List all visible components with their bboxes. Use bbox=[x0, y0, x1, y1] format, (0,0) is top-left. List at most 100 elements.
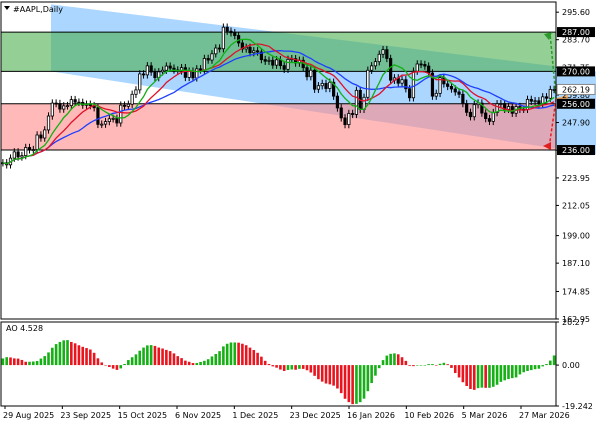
ao-bar bbox=[165, 349, 168, 366]
ao-axis-ticks: 20.27 0.00 -19.242 bbox=[556, 318, 593, 411]
candle-body bbox=[77, 101, 81, 104]
y-tick-label: 174.85 bbox=[562, 287, 590, 296]
ao-bar bbox=[146, 345, 149, 366]
ao-bar bbox=[434, 365, 438, 366]
candle-body bbox=[351, 113, 355, 115]
candle-body bbox=[271, 59, 275, 66]
dropdown-icon[interactable] bbox=[4, 6, 10, 10]
candle-body bbox=[529, 98, 533, 102]
ma-red bbox=[2, 43, 555, 165]
ao-bar bbox=[442, 362, 446, 366]
candle-body bbox=[141, 73, 146, 76]
ao-bar bbox=[5, 357, 9, 366]
candle-body bbox=[195, 68, 199, 79]
ao-bar bbox=[552, 355, 556, 366]
candle-body bbox=[381, 49, 385, 55]
candle-body bbox=[328, 81, 332, 89]
ao-bar bbox=[271, 365, 275, 367]
candle-body bbox=[187, 70, 191, 78]
candle-body bbox=[465, 103, 469, 113]
ao-bar bbox=[16, 358, 20, 366]
x-tick-label: 23 Sep 2025 bbox=[60, 411, 111, 420]
ao-bar bbox=[381, 360, 385, 366]
candle-body bbox=[27, 147, 32, 151]
y-tick-label: 259.80 bbox=[562, 91, 590, 100]
ao-bar bbox=[244, 345, 248, 366]
candle-body bbox=[446, 83, 450, 87]
candle-body bbox=[214, 47, 218, 55]
y-tick-label: 187.10 bbox=[562, 259, 590, 268]
ao-bar bbox=[149, 345, 153, 366]
ao-bar bbox=[13, 358, 16, 366]
candle-body bbox=[430, 72, 435, 97]
candle-body bbox=[168, 65, 172, 69]
ao-bar bbox=[385, 355, 389, 366]
current-price-label: 262.19 bbox=[562, 85, 590, 94]
level-label-box bbox=[557, 66, 595, 77]
candle-body bbox=[130, 93, 134, 105]
candle-body bbox=[335, 95, 340, 109]
candle-body bbox=[487, 118, 492, 122]
ao-bar bbox=[210, 356, 214, 366]
candle-body bbox=[332, 81, 336, 97]
candle-body bbox=[255, 50, 260, 53]
ao-bar bbox=[24, 361, 28, 366]
chart-title: #AAPL,Daily bbox=[13, 5, 63, 14]
candle-body bbox=[313, 69, 317, 90]
ao-bar bbox=[351, 365, 354, 405]
ao-bar bbox=[73, 343, 77, 366]
ao-bar bbox=[374, 365, 377, 376]
ao-bar bbox=[89, 349, 92, 366]
candle-body bbox=[24, 147, 28, 156]
ao-bar bbox=[298, 365, 301, 369]
level-labels: 287.00 270.00 256.00 236.00 262.19 bbox=[556, 27, 596, 156]
ao-bar bbox=[389, 353, 392, 366]
candle-body bbox=[419, 63, 423, 66]
ao-bar bbox=[465, 365, 468, 387]
ao-bar bbox=[256, 352, 259, 366]
candle-body bbox=[138, 73, 142, 91]
candle-body bbox=[217, 47, 222, 50]
ao-bar bbox=[412, 365, 415, 367]
candle-body bbox=[225, 26, 229, 32]
ao-bar bbox=[529, 365, 533, 371]
ao-bar bbox=[286, 365, 290, 370]
ao-bar bbox=[438, 363, 442, 366]
ao-bar bbox=[488, 365, 491, 388]
ao-bar bbox=[469, 365, 472, 390]
x-tick-label: 5 Mar 2026 bbox=[462, 411, 508, 420]
candle-body bbox=[537, 100, 541, 105]
candle-body bbox=[145, 65, 149, 76]
ao-bar bbox=[153, 345, 157, 366]
ao-bar bbox=[176, 356, 180, 366]
ao-bar bbox=[366, 365, 370, 392]
candle-body bbox=[191, 70, 195, 79]
candle-body bbox=[404, 79, 408, 90]
ao-bar bbox=[450, 365, 453, 368]
ao-bar bbox=[9, 357, 12, 366]
candle-body bbox=[221, 26, 225, 50]
candle-body bbox=[107, 118, 111, 122]
ao-bar bbox=[522, 365, 525, 373]
candle-body bbox=[484, 112, 488, 119]
candle-body bbox=[370, 65, 374, 71]
ao-bar bbox=[96, 358, 100, 366]
ao-bar bbox=[480, 365, 484, 388]
ao-tick-label: 20.27 bbox=[562, 318, 585, 327]
ao-bar bbox=[206, 359, 210, 366]
current-price-box bbox=[556, 83, 596, 95]
ao-tick-label: -19.242 bbox=[562, 402, 593, 411]
ao-bar bbox=[191, 363, 195, 366]
candle-body bbox=[39, 134, 43, 139]
ao-bar bbox=[332, 365, 335, 386]
ao-bar bbox=[491, 365, 495, 387]
ao-bar bbox=[20, 359, 24, 366]
forecast-down-arrow bbox=[548, 98, 557, 149]
candle-body bbox=[499, 103, 503, 105]
candle-body bbox=[244, 46, 248, 50]
ao-bar bbox=[324, 365, 328, 384]
ao-bar bbox=[180, 358, 183, 366]
ao-bar bbox=[28, 361, 31, 366]
ao-bar bbox=[104, 365, 107, 366]
ao-bar bbox=[241, 343, 244, 366]
